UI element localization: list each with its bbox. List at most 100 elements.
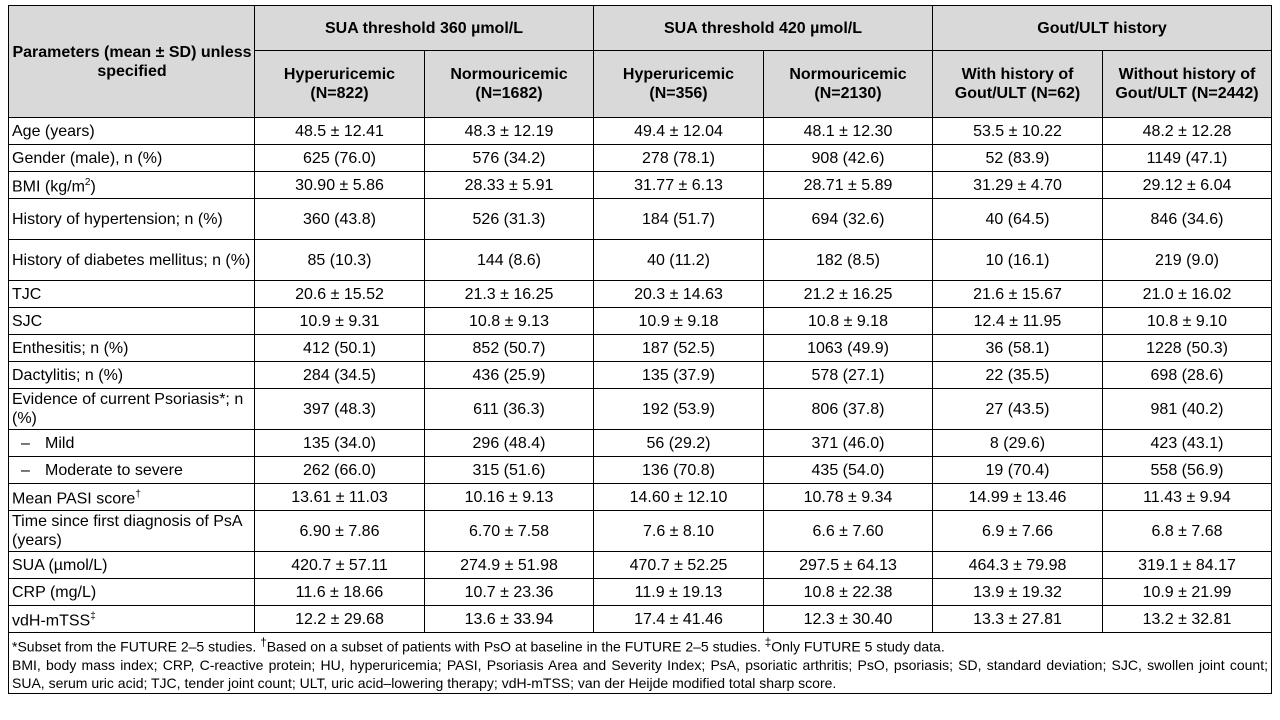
value-cell: 10 (16.1): [932, 239, 1103, 281]
value-cell: 6.70 ± 7.58: [424, 510, 594, 552]
subgroup-header: Hyperuricemic (N=822): [254, 50, 425, 118]
value-cell: 27 (43.5): [932, 388, 1103, 430]
footnote-line-1: *Subset from the FUTURE 2–5 studies. †Ba…: [12, 636, 945, 655]
value-cell: 371 (46.0): [763, 429, 933, 457]
subgroup-header: Normouricemic (N=1682): [424, 50, 594, 118]
value-cell: 11.9 ± 19.13: [593, 578, 764, 606]
value-cell: 48.3 ± 12.19: [424, 117, 594, 145]
value-cell: 10.9 ± 9.31: [254, 307, 425, 335]
table-row: Mean PASI score† 13.61 ± 11.03 10.16 ± 9.1…: [8, 483, 1272, 511]
footnote-abbreviations: BMI, body mass index; CRP, C-reactive pr…: [12, 656, 1268, 691]
value-cell: 284 (34.5): [254, 361, 425, 389]
group-header-gout-ult: Gout/ULT history: [932, 5, 1272, 51]
value-cell: 10.8 ± 9.18: [763, 307, 933, 335]
value-cell: 10.9 ± 9.18: [593, 307, 764, 335]
table-row: Age (years) 48.5 ± 12.41 48.3 ± 12.19 49.4 …: [8, 117, 1272, 145]
table-row: Time since first diagnosis of PsA (years…: [8, 510, 1272, 552]
row-label: Dactylitis; n (%): [8, 361, 255, 389]
value-cell: 698 (28.6): [1102, 361, 1272, 389]
value-cell: 423 (43.1): [1102, 429, 1272, 457]
group-header-sua-420: SUA threshold 420 µmol/L: [593, 5, 933, 51]
value-cell: 28.33 ± 5.91: [424, 171, 594, 199]
parameters-header: Parameters (mean ± SD) unless specified: [8, 5, 255, 118]
value-cell: 31.77 ± 6.13: [593, 171, 764, 199]
value-cell: 278 (78.1): [593, 144, 764, 172]
value-cell: 48.5 ± 12.41: [254, 117, 425, 145]
value-cell: 13.6 ± 33.94: [424, 605, 594, 633]
value-cell: 852 (50.7): [424, 334, 594, 362]
table-row: – Mild 135 (34.0) 296 (48.4) 56 (29.2) 371 (4…: [8, 429, 1272, 457]
row-label: – Moderate to severe: [8, 456, 255, 484]
row-label: Mean PASI score†: [8, 483, 255, 511]
row-label: Time since first diagnosis of PsA (years…: [8, 510, 255, 552]
table-row: Enthesitis; n (%) 412 (50.1) 852 (50.7) 187…: [8, 334, 1272, 362]
value-cell: 1228 (50.3): [1102, 334, 1272, 362]
table-row: – Moderate to severe 262 (66.0) 315 (51.6) 1…: [8, 456, 1272, 484]
value-cell: 20.6 ± 15.52: [254, 280, 425, 308]
value-cell: 19 (70.4): [932, 456, 1103, 484]
value-cell: 182 (8.5): [763, 239, 933, 281]
value-cell: 136 (70.8): [593, 456, 764, 484]
value-cell: 13.2 ± 32.81: [1102, 605, 1272, 633]
row-label: BMI (kg/m2): [8, 171, 255, 199]
value-cell: 625 (76.0): [254, 144, 425, 172]
value-cell: 578 (27.1): [763, 361, 933, 389]
value-cell: 8 (29.6): [932, 429, 1103, 457]
value-cell: 30.90 ± 5.86: [254, 171, 425, 199]
value-cell: 10.8 ± 9.10: [1102, 307, 1272, 335]
row-label: Age (years): [8, 117, 255, 145]
value-cell: 274.9 ± 51.98: [424, 551, 594, 579]
value-cell: 296 (48.4): [424, 429, 594, 457]
value-cell: 49.4 ± 12.04: [593, 117, 764, 145]
value-cell: 1063 (49.9): [763, 334, 933, 362]
table-row: BMI (kg/m2) 30.90 ± 5.86 28.33 ± 5.91 31.77…: [8, 171, 1272, 199]
value-cell: 908 (42.6): [763, 144, 933, 172]
value-cell: 20.3 ± 14.63: [593, 280, 764, 308]
value-cell: 526 (31.3): [424, 198, 594, 240]
subgroup-name: Normouricemic: [789, 66, 907, 83]
value-cell: 48.2 ± 12.28: [1102, 117, 1272, 145]
table-row: Evidence of current Psoriasis*; n (%) 397…: [8, 388, 1272, 430]
row-label: vdH-mTSS‡: [8, 605, 255, 633]
row-label: History of diabetes mellitus; n (%): [8, 239, 255, 281]
row-label: SUA (µmol/L): [8, 551, 255, 579]
value-cell: 40 (11.2): [593, 239, 764, 281]
value-cell: 7.6 ± 8.10: [593, 510, 764, 552]
value-cell: 85 (10.3): [254, 239, 425, 281]
group-header-sua-360: SUA threshold 360 µmol/L: [254, 5, 594, 51]
table-row: vdH-mTSS‡ 12.2 ± 29.68 13.6 ± 33.94 17.4 ± …: [8, 605, 1272, 633]
value-cell: 13.9 ± 19.32: [932, 578, 1103, 606]
value-cell: 436 (25.9): [424, 361, 594, 389]
subgroup-header: Without history of Gout/ULT (N=2442): [1102, 50, 1272, 118]
value-cell: 1149 (47.1): [1102, 144, 1272, 172]
value-cell: 297.5 ± 64.13: [763, 551, 933, 579]
value-cell: 21.0 ± 16.02: [1102, 280, 1272, 308]
value-cell: 135 (34.0): [254, 429, 425, 457]
table-row: SJC 10.9 ± 9.31 10.8 ± 9.13 10.9 ± 9.18 10.8…: [8, 307, 1272, 335]
subgroup-name: Normouricemic: [450, 66, 568, 83]
value-cell: 12.2 ± 29.68: [254, 605, 425, 633]
subgroup-header: With history of Gout/ULT (N=62): [932, 50, 1103, 118]
subgroup-name: Hyperuricemic: [622, 66, 735, 83]
value-cell: 315 (51.6): [424, 456, 594, 484]
value-cell: 412 (50.1): [254, 334, 425, 362]
table-container: Parameters (mean ± SD) unless specified …: [8, 5, 1272, 694]
value-cell: 464.3 ± 79.98: [932, 551, 1103, 579]
value-cell: 10.78 ± 9.34: [763, 483, 933, 511]
subgroup-name: Without history of: [1118, 66, 1256, 83]
value-cell: 135 (37.9): [593, 361, 764, 389]
value-cell: 21.2 ± 16.25: [763, 280, 933, 308]
value-cell: 11.6 ± 18.66: [254, 578, 425, 606]
value-cell: 187 (52.5): [593, 334, 764, 362]
value-cell: 981 (40.2): [1102, 388, 1272, 430]
value-cell: 28.71 ± 5.89: [763, 171, 933, 199]
table-row: Dactylitis; n (%) 284 (34.5) 436 (25.9) 135…: [8, 361, 1272, 389]
value-cell: 10.8 ± 9.13: [424, 307, 594, 335]
value-cell: 397 (48.3): [254, 388, 425, 430]
value-cell: 319.1 ± 84.17: [1102, 551, 1272, 579]
subgroup-header: Hyperuricemic (N=356): [593, 50, 764, 118]
value-cell: 13.3 ± 27.81: [932, 605, 1103, 633]
value-cell: 52 (83.9): [932, 144, 1103, 172]
subgroup-header: Normouricemic (N=2130): [763, 50, 933, 118]
value-cell: 12.3 ± 30.40: [763, 605, 933, 633]
